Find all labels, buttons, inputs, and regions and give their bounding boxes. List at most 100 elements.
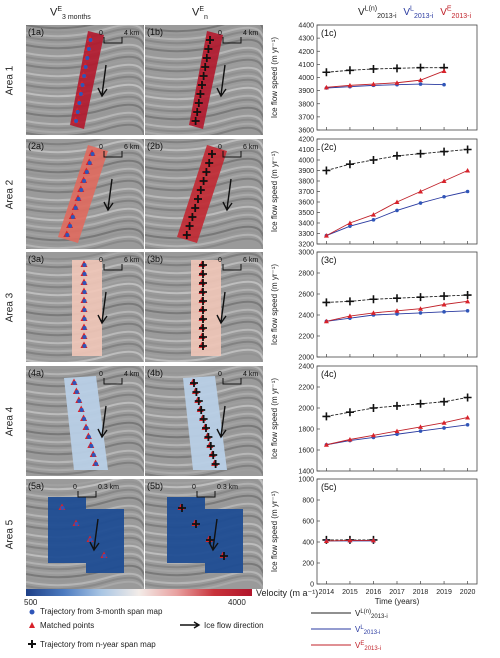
data-point-triangle [347, 82, 353, 88]
data-point-cross [463, 393, 472, 402]
legend-arrow-text: Ice flow direction [204, 621, 264, 630]
data-point-cross [369, 295, 378, 304]
y-tick-label: 3000 [298, 250, 314, 257]
chart-header-s2-sup: L [410, 6, 414, 13]
panel-label: (2a) [28, 141, 45, 151]
chart-header-s3-main: V [440, 7, 447, 19]
legend-blue-dot-text: Trajectory from 3-month span map [40, 607, 163, 616]
chart-panel-label: (2c) [321, 142, 337, 152]
data-point-triangle [441, 178, 447, 183]
scale-zero: 0 [218, 257, 222, 264]
series-line [326, 70, 445, 88]
data-point-triangle [441, 302, 447, 307]
data-point-cross [322, 412, 331, 421]
data-point-dot [442, 82, 446, 87]
data-point-triangle [418, 306, 424, 311]
data-point-cross [369, 404, 378, 412]
y-tick-label: 3700 [298, 189, 314, 196]
legend-cross-text: Trajectory from n-year span map [40, 640, 156, 649]
x-tick-label: 2018 [413, 589, 429, 596]
y-tick-label: 3700 [298, 114, 314, 121]
col2-header: VEn [192, 6, 208, 21]
data-point-triangle [394, 199, 400, 204]
y-tick-label: 4200 [298, 49, 314, 56]
velocity-colorbar [26, 589, 252, 596]
data-point-triangle [370, 81, 376, 87]
data-point-triangle [441, 420, 447, 425]
red-triangle-icon [29, 622, 35, 628]
area-label: Area 2 [4, 179, 16, 210]
y-tick-label: 2200 [298, 334, 314, 341]
ice-flow-arrow-icon [180, 621, 201, 629]
data-point-cross [369, 156, 378, 164]
scale-zero: 0 [99, 257, 103, 264]
data-point-triangle [323, 538, 329, 543]
y-tick-label: 0 [310, 582, 314, 589]
chart-header-s2: VL2013-i [403, 6, 434, 21]
scale-bar-label: 0.3 km [217, 484, 239, 491]
map-panel [145, 139, 263, 249]
col1-header-main: V [50, 6, 58, 19]
scale-zero: 0 [192, 484, 196, 491]
col1-header-sub: 3 months [62, 13, 91, 21]
col2-header-sup: E [199, 6, 205, 13]
map-panel [26, 252, 144, 362]
chart-header-s3: VE2013-i [440, 6, 472, 21]
chart-ylabel: Ice flow speed (m yr⁻¹) [270, 378, 279, 459]
data-point-cross [369, 64, 378, 73]
map-legend [28, 609, 201, 648]
chart-frame [316, 365, 478, 472]
chart-legend-label: VL2013-i [355, 625, 380, 636]
y-tick-label: 600 [302, 519, 314, 526]
colorbar-max: 4000 [228, 598, 246, 607]
chart-ylabel: Ice flow speed (m yr⁻¹) [270, 151, 279, 232]
data-point-dot [465, 189, 470, 194]
y-tick-label: 3800 [298, 101, 314, 108]
data-point-triangle [441, 68, 447, 73]
y-tick-label: 400 [302, 540, 314, 547]
scale-bar-label: 4 km [124, 371, 140, 378]
cross-icon [28, 640, 36, 648]
map-panel [26, 366, 144, 476]
data-point-cross [416, 293, 425, 302]
y-tick-label: 1400 [298, 469, 314, 476]
data-point-cross [322, 68, 331, 77]
col2-header-sub: n [204, 13, 208, 21]
y-tick-label: 1800 [298, 427, 314, 434]
map-panel [145, 25, 263, 135]
chart-frame [316, 478, 478, 585]
data-point-dot [442, 426, 446, 430]
chart-ylabel: Ice flow speed (m yr⁻¹) [270, 37, 279, 118]
data-point-cross [393, 151, 401, 160]
data-point-dot [395, 312, 399, 316]
y-tick-label: 200 [302, 561, 314, 568]
data-point-triangle [418, 189, 424, 194]
data-point-cross [345, 297, 354, 306]
data-point-triangle [418, 77, 424, 83]
x-tick-label: 2014 [319, 589, 335, 596]
data-point-cross [440, 397, 449, 406]
scale-zero: 0 [99, 371, 103, 378]
scale-zero: 0 [218, 144, 222, 151]
chart-xlabel: Time (years) [375, 597, 420, 606]
data-point-cross [393, 64, 401, 73]
panel-label: (3b) [147, 254, 164, 264]
x-tick-label: 2017 [389, 589, 405, 596]
y-tick-label: 2200 [298, 385, 314, 392]
data-point-triangle [323, 233, 329, 238]
chart-header-s1-main: V [358, 7, 365, 19]
map-panel [145, 366, 263, 476]
data-point-cross [393, 294, 401, 303]
y-tick-label: 2000 [298, 406, 314, 413]
y-tick-label: 2400 [298, 313, 314, 320]
chart-header-s2-sub: 2013-i [413, 13, 434, 21]
y-tick-label: 4200 [298, 137, 314, 144]
chart-header-s3-sub: 2013-i [451, 13, 472, 21]
y-tick-label: 3900 [298, 88, 314, 95]
chart-panel-label: (1c) [321, 28, 337, 38]
scale-zero: 0 [99, 144, 103, 151]
data-point-triangle [370, 212, 376, 217]
chart-header: VL(n)2013-i VL2013-i VE2013-i [358, 6, 471, 20]
panel-label: (2b) [147, 141, 164, 151]
data-point-triangle [394, 308, 400, 313]
